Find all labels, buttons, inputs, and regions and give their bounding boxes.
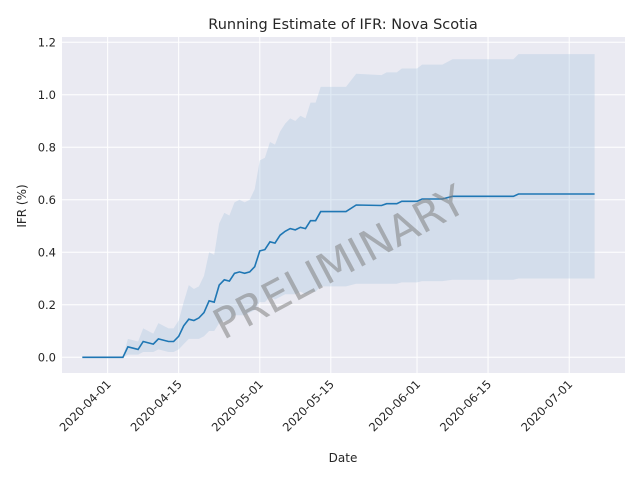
x-tick-label: 2020-07-01 — [518, 377, 575, 434]
x-tick-label: 2020-06-01 — [366, 377, 423, 434]
ifr-series-line — [82, 193, 595, 359]
y-tick-label: 0.8 — [38, 140, 56, 154]
y-tick-label: 0.2 — [38, 298, 56, 312]
plot-area — [62, 37, 625, 373]
x-axis-ticks: 2020-04-01 2020-04-15 2020-05-01 2020-05-15… — [57, 377, 576, 434]
x-tick-label: 2020-06-15 — [437, 377, 494, 434]
y-axis-ticks: 0.0 0.2 0.4 0.6 0.8 1.0 1.2 — [38, 35, 56, 364]
y-tick-label: 0.4 — [38, 245, 56, 259]
x-tick-label: 2020-04-15 — [128, 377, 185, 434]
grid-lines — [62, 37, 625, 373]
x-tick-label: 2020-05-01 — [209, 377, 266, 434]
y-tick-label: 1.0 — [38, 88, 56, 102]
x-tick-label: 2020-04-01 — [57, 377, 114, 434]
y-tick-label: 1.2 — [38, 35, 56, 49]
chart-title: Running Estimate of IFR: Nova Scotia — [208, 17, 477, 33]
y-tick-label: 0.0 — [38, 350, 56, 364]
x-axis-label: Date — [329, 451, 358, 465]
confidence-band — [82, 54, 595, 358]
y-tick-label: 0.6 — [38, 193, 56, 207]
x-tick-label: 2020-05-15 — [280, 377, 337, 434]
y-axis-label: IFR (%) — [15, 184, 29, 227]
